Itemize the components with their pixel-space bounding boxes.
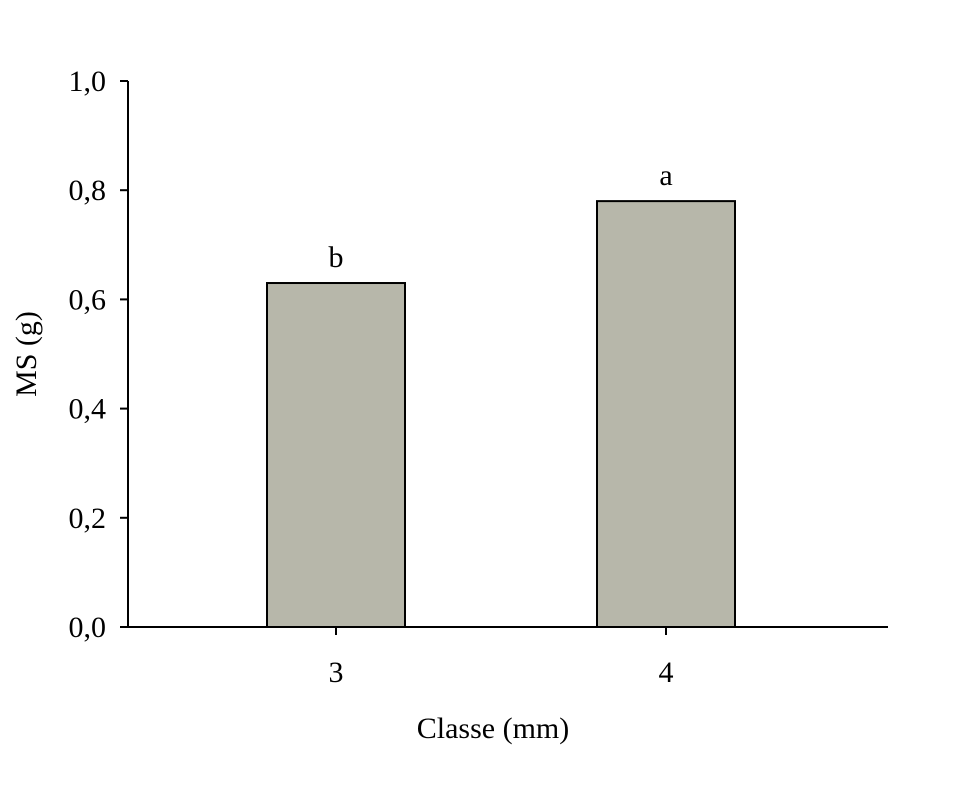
y-tick-label: 0,0 [69, 611, 107, 644]
x-axis-title: Classe (mm) [417, 712, 569, 745]
bar-3 [266, 282, 406, 628]
y-axis-ticks: 0,0 0,2 0,4 0,6 0,8 1,0 [69, 65, 128, 644]
bar-data-label: b [329, 241, 344, 274]
y-tick-label: 0,4 [69, 393, 107, 426]
bars [266, 200, 736, 628]
y-tick-label: 0,6 [69, 283, 107, 316]
y-tick-label: 0,2 [69, 502, 107, 535]
x-tick-label: 3 [329, 656, 344, 689]
bar-data-label: a [659, 159, 672, 192]
y-axis-title: MS (g) [10, 311, 43, 397]
x-tick-label: 4 [659, 656, 674, 689]
bar-4 [596, 200, 736, 628]
y-tick-label: 1,0 [69, 65, 107, 98]
bar-labels: ba [329, 159, 673, 274]
y-tick-label: 0,8 [69, 174, 107, 207]
